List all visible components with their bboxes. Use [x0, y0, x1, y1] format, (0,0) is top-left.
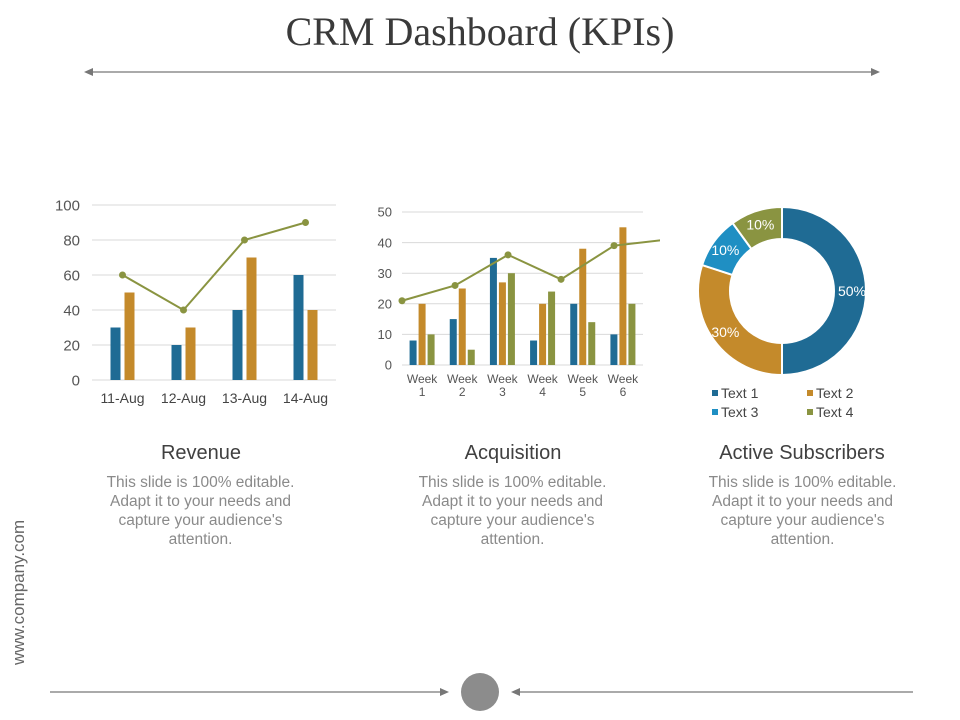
bar	[110, 327, 121, 380]
x-tick-label: Week	[568, 372, 599, 386]
x-tick-label: Week	[608, 372, 639, 386]
y-tick-label: 0	[385, 358, 392, 373]
bar	[427, 334, 435, 365]
slice-value-label: 30%	[711, 324, 739, 340]
y-tick-label: 40	[63, 302, 80, 319]
legend-swatch	[807, 409, 813, 415]
donut-slice	[781, 205, 867, 377]
slice-value-label: 10%	[746, 216, 774, 232]
bar	[530, 340, 538, 365]
arrow-left-icon	[84, 68, 93, 76]
x-tick-label: 4	[539, 385, 546, 399]
bar	[307, 310, 318, 380]
x-tick-label: Week	[407, 372, 438, 386]
x-tick-label: 6	[620, 385, 627, 399]
company-url: www.company.com	[9, 519, 28, 665]
bar	[171, 345, 182, 380]
bar	[507, 273, 515, 365]
bar	[418, 303, 426, 365]
x-tick-label: 3	[499, 385, 506, 399]
series-line	[401, 239, 660, 302]
x-tick-label: 5	[579, 385, 586, 399]
bar	[489, 257, 497, 365]
center-circle-icon	[461, 673, 499, 711]
legend-swatch	[807, 390, 813, 396]
slice-value-label: 10%	[711, 242, 739, 258]
bar	[185, 327, 196, 380]
line-point	[610, 242, 618, 250]
line-point	[302, 219, 309, 226]
bar	[619, 227, 627, 365]
bar	[124, 292, 135, 380]
line-point	[557, 275, 565, 283]
bar	[570, 303, 578, 365]
bar	[449, 319, 457, 365]
x-tick-label: Week	[447, 372, 478, 386]
y-tick-label: 80	[63, 232, 80, 249]
donut-slice	[731, 205, 783, 251]
bar	[628, 303, 636, 365]
subscribers-description: This slide is 100% editable. Adapt it to…	[708, 474, 897, 548]
x-tick-label: 12-Aug	[161, 390, 206, 406]
revenue-caption: Revenue	[160, 442, 242, 464]
bottom-divider	[50, 673, 913, 711]
bar	[246, 257, 257, 380]
bar	[498, 282, 506, 365]
x-tick-label: 13-Aug	[222, 390, 267, 406]
legend-label: Text 2	[816, 385, 854, 401]
y-tick-label: 50	[378, 205, 392, 220]
y-tick-label: 40	[378, 235, 392, 250]
donut-slice	[697, 263, 783, 377]
bar	[579, 248, 587, 365]
line-point	[180, 306, 187, 314]
line-point	[119, 271, 126, 279]
bar	[458, 288, 466, 365]
x-tick-label: Week	[487, 372, 518, 386]
bar	[588, 322, 596, 365]
legend-swatch	[712, 390, 718, 396]
line-point	[451, 281, 459, 289]
arrow-left-icon	[511, 688, 520, 696]
bar	[467, 349, 475, 365]
bar	[232, 310, 243, 380]
series-line	[122, 221, 306, 312]
legend-label: Text 1	[721, 385, 759, 401]
y-tick-label: 30	[378, 266, 392, 281]
subscribers-donut-chart: 50% 30% 10% 10% Text 1 Text 2 Text 3 Text 4	[697, 205, 867, 420]
bar	[409, 340, 417, 365]
y-tick-label: 100	[55, 197, 80, 214]
acquisition-description: This slide is 100% editable. Adapt it to…	[418, 474, 607, 548]
arrow-right-icon	[440, 688, 449, 696]
x-tick-label: 11-Aug	[100, 390, 144, 406]
x-tick-label: 14-Aug	[283, 390, 328, 406]
acquisition-chart: 01020304050Week1Week2Week3Week4Week5Week…	[378, 205, 660, 399]
line-point	[398, 297, 406, 305]
y-tick-label: 20	[378, 296, 392, 311]
bar	[610, 334, 618, 365]
bar	[293, 275, 304, 380]
bar	[548, 291, 556, 365]
x-tick-label: 1	[419, 385, 426, 399]
line-point	[504, 251, 512, 259]
legend-label: Text 3	[721, 404, 759, 420]
slice-value-label: 50%	[838, 283, 866, 299]
legend-label: Text 4	[816, 404, 854, 420]
y-tick-label: 60	[63, 267, 80, 284]
title-divider-arrow	[84, 68, 880, 76]
bar	[539, 303, 547, 365]
revenue-chart: 0 20 40 60 80 100 11-Aug 12-Aug 13-Aug 14-Aug	[55, 197, 336, 406]
y-tick-label: 0	[72, 372, 80, 389]
legend-swatch	[712, 409, 718, 415]
page-title: CRM Dashboard (KPIs)	[285, 9, 675, 54]
arrow-right-icon	[871, 68, 880, 76]
line-point	[241, 236, 248, 244]
revenue-description: This slide is 100% editable. Adapt it to…	[106, 474, 295, 548]
y-tick-label: 10	[378, 327, 392, 342]
x-tick-label: Week	[527, 372, 558, 386]
subscribers-caption: Active Subscribers	[719, 442, 885, 464]
y-tick-label: 20	[63, 337, 80, 354]
acquisition-caption: Acquisition	[464, 442, 562, 464]
x-tick-label: 2	[459, 385, 466, 399]
